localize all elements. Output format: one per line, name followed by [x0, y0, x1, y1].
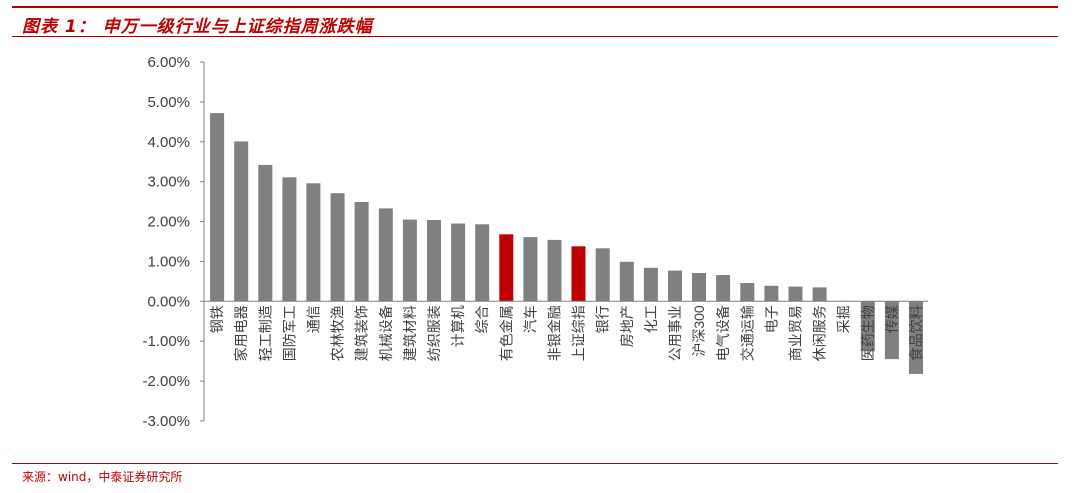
x-tick-label: 家用电器	[233, 305, 249, 361]
y-tick-label: 1.00%	[147, 253, 190, 270]
bar-计算机	[451, 223, 466, 302]
source-note: 来源：wind，中泰证券研究所	[22, 470, 183, 484]
bar-医药生物	[860, 301, 875, 352]
x-tick-label: 医药生物	[860, 305, 876, 361]
bar-电气设备	[716, 275, 731, 302]
y-tick-label: 6.00%	[147, 54, 190, 71]
y-tick-label: 0.00%	[147, 293, 190, 310]
y-tick-label: -1.00%	[142, 333, 190, 350]
x-tick-label: 纺织服装	[426, 305, 442, 361]
x-tick-label: 通信	[305, 305, 321, 333]
bar-电子	[764, 285, 779, 302]
bar-汽车	[523, 237, 538, 302]
x-tick-label: 食品饮料	[908, 305, 924, 361]
x-tick-label: 有色金属	[498, 305, 514, 361]
x-tick-label: 钢铁	[209, 305, 225, 333]
bottom-rule	[12, 463, 1058, 464]
bar-国防军工	[282, 177, 297, 302]
bar-休闲服务	[812, 287, 827, 302]
bar-沪深300	[692, 273, 706, 302]
bar-农林牧渔	[330, 193, 345, 302]
y-tick-label: 2.00%	[147, 214, 190, 231]
y-tick-label: 4.00%	[147, 134, 190, 151]
bar-商业贸易	[788, 286, 803, 302]
axis-group	[203, 62, 928, 421]
bar-轻工制造	[258, 164, 273, 302]
x-tick-label: 汽车	[522, 305, 538, 333]
bar-有色金属	[499, 234, 514, 302]
x-tick-label: 非银金融	[547, 305, 563, 361]
x-tick-label: 银行	[595, 305, 611, 333]
bar-综合	[475, 224, 490, 302]
chart-container: 6.00% 5.00% 4.00% 3.00% 2.00% 1.00% 0.00% -1.00…	[0, 40, 1080, 460]
bars-group	[210, 113, 923, 374]
x-tick-label: 上证综指	[571, 305, 587, 361]
bar-房地产	[619, 261, 634, 302]
y-tick-label: 3.00%	[147, 174, 190, 191]
x-tick-label: 综合	[474, 305, 490, 333]
bar-家用电器	[234, 141, 249, 302]
x-tick-label: 传媒	[884, 305, 900, 333]
y-tick-label: 5.00%	[147, 94, 190, 111]
bar-钢铁	[210, 113, 225, 302]
x-tick-label: 休闲服务	[812, 305, 828, 361]
bar-公用事业	[668, 270, 682, 302]
bar-非银金融	[547, 239, 562, 302]
bar-建筑装饰	[354, 202, 369, 302]
x-tick-label: 沪深300	[691, 305, 707, 357]
x-tick-label: 采掘	[836, 305, 852, 333]
x-tick-label: 房地产	[619, 305, 635, 347]
bar-纺织服装	[427, 220, 441, 302]
x-tick-label: 农林牧渔	[330, 305, 346, 361]
x-tick-label: 化工	[643, 305, 659, 333]
bar-chart: 6.00% 5.00% 4.00% 3.00% 2.00% 1.00% 0.00% -1.00…	[142, 54, 928, 430]
bar-化工	[643, 267, 658, 302]
x-tick-label: 电气设备	[715, 305, 731, 361]
bar-食品饮料	[909, 301, 923, 374]
x-tick-label: 轻工制造	[257, 305, 273, 361]
x-tick-label: 国防军工	[281, 305, 297, 361]
bar-通信	[306, 183, 321, 302]
x-tick-label: 商业贸易	[788, 305, 804, 361]
bar-交通运输	[740, 283, 755, 302]
y-ticks-group: 6.00% 5.00% 4.00% 3.00% 2.00% 1.00% 0.00% -1.00…	[142, 54, 204, 430]
x-tick-label: 电子	[763, 305, 779, 333]
figure-title: 图表 1： 申万一级行业与上证综指周涨跌幅	[22, 17, 373, 37]
x-tick-label: 计算机	[450, 305, 466, 347]
x-tick-label: 建筑材料	[402, 305, 418, 361]
x-labels-group: 钢铁 家用电器 轻工制造 国防军工 通信 农林牧渔 建筑装饰 机械设备 建筑材料 纺织服装 计算机综…	[209, 305, 924, 361]
bar-上证综指	[571, 246, 586, 302]
bar-建筑材料	[402, 219, 417, 302]
y-tick-label: -3.00%	[142, 413, 190, 430]
title-rule	[12, 36, 1058, 37]
bar-银行	[595, 248, 610, 302]
y-tick-label: -2.00%	[142, 373, 190, 390]
bar-机械设备	[378, 208, 393, 302]
bar-传媒	[884, 301, 899, 360]
x-tick-label: 建筑装饰	[354, 305, 370, 361]
x-tick-label: 机械设备	[378, 305, 394, 361]
x-tick-label: 公用事业	[667, 305, 683, 361]
top-rule	[12, 6, 1058, 8]
x-tick-label: 交通运输	[739, 305, 755, 361]
